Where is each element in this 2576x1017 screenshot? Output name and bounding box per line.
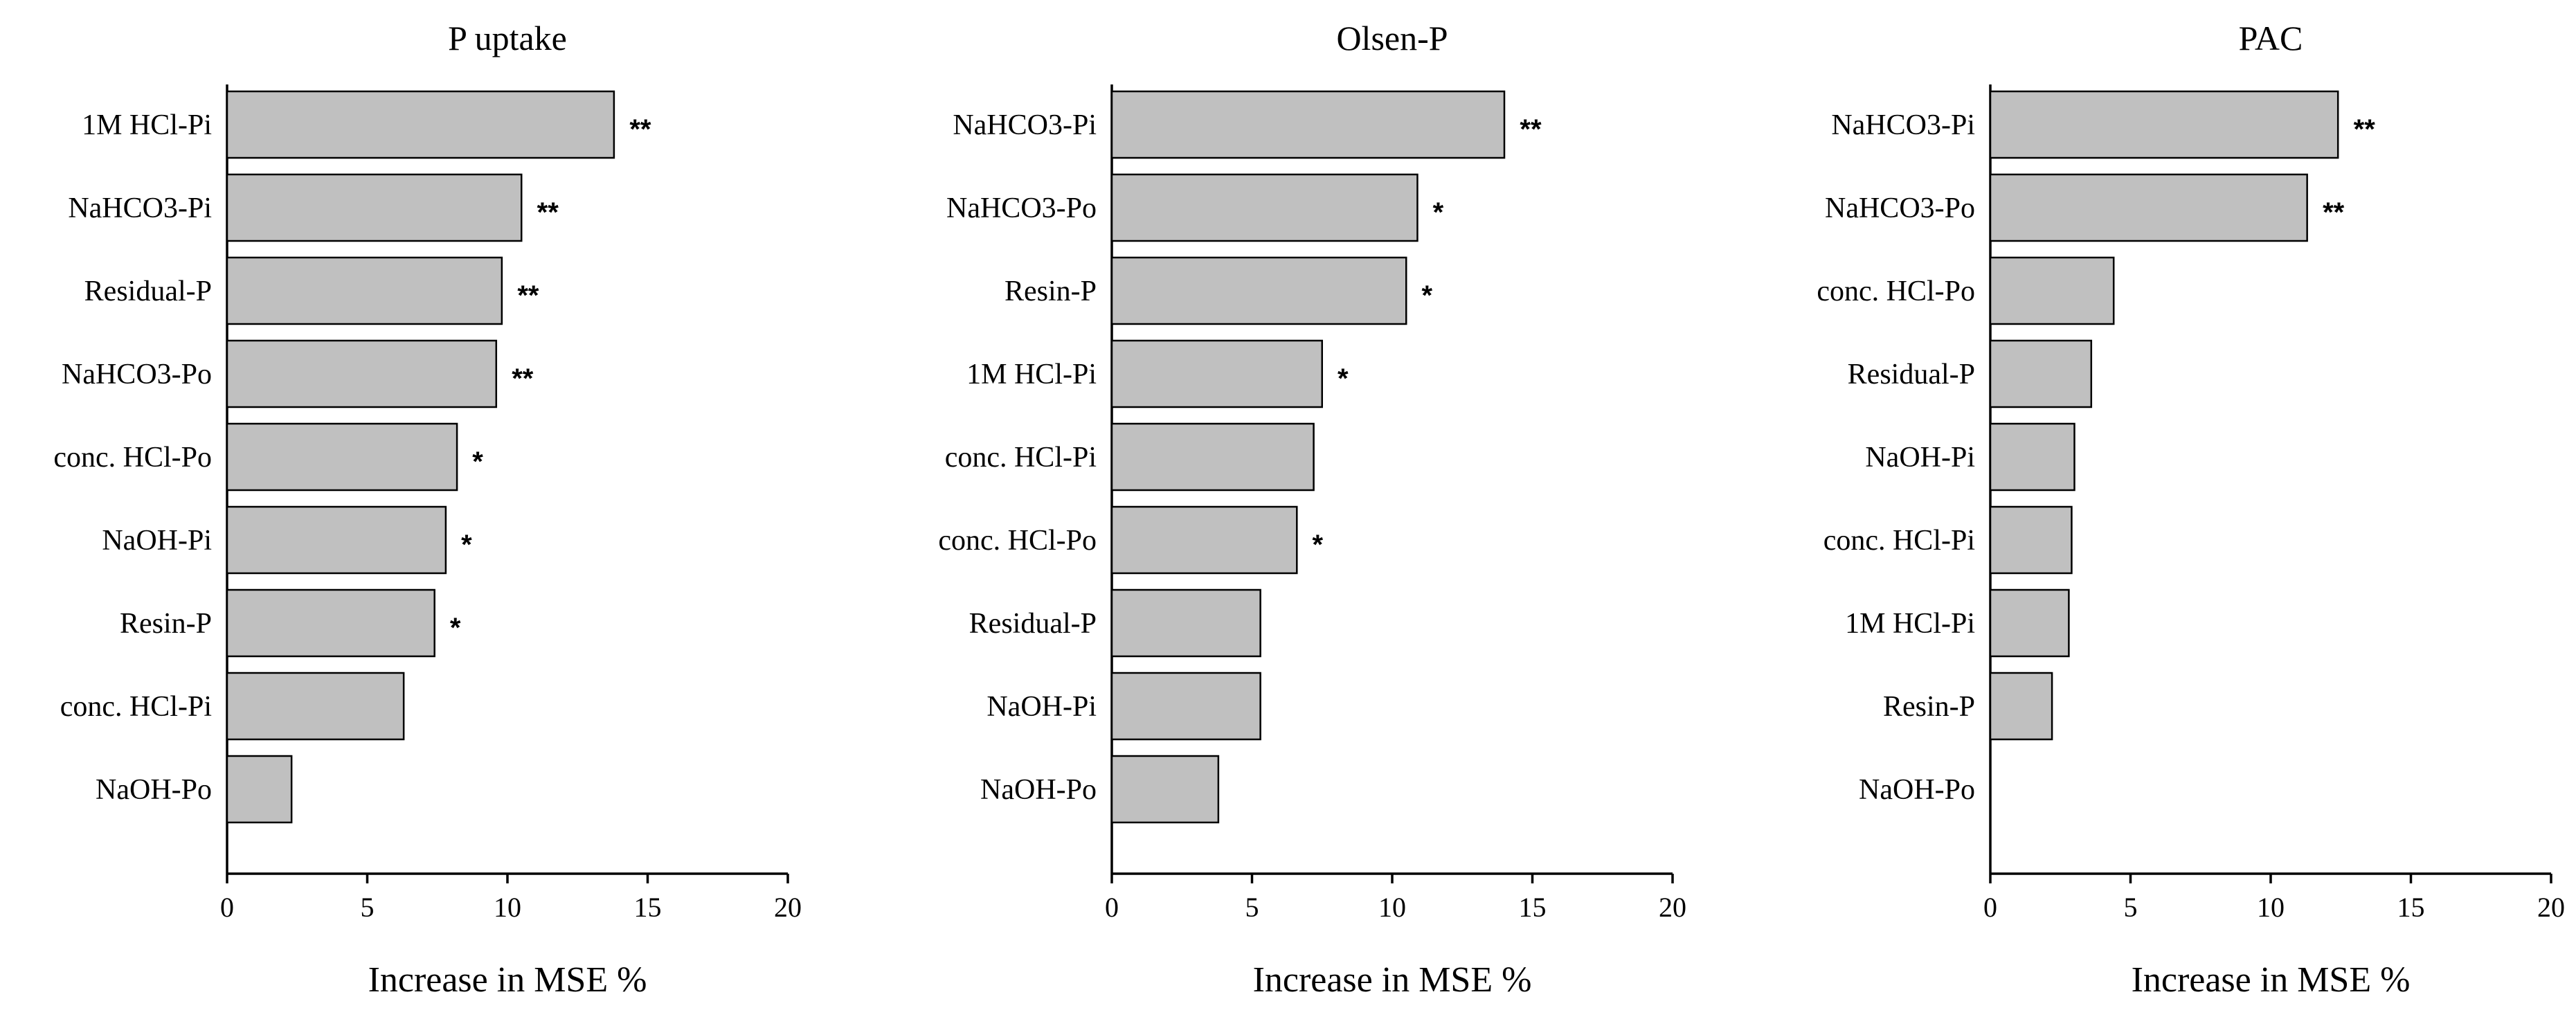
bar bbox=[1989, 256, 2115, 325]
bar bbox=[1989, 505, 2073, 575]
category-label: conc. HCl-Pi bbox=[1823, 525, 1975, 557]
x-tick-label: 15 bbox=[634, 892, 662, 923]
x-tick-label: 0 bbox=[1105, 892, 1119, 923]
x-tick-label: 0 bbox=[1983, 892, 1997, 923]
category-label: Resin-P bbox=[120, 608, 212, 640]
category-label: Residual-P bbox=[969, 608, 1097, 640]
category-label: conc. HCl-Po bbox=[53, 442, 212, 474]
category-label: conc. HCl-Po bbox=[938, 525, 1097, 557]
bar bbox=[226, 256, 503, 325]
bar bbox=[1110, 672, 1261, 741]
bar bbox=[1110, 90, 1506, 159]
x-tick-label: 0 bbox=[220, 892, 234, 923]
category-label: Residual-P bbox=[84, 276, 212, 307]
category-label: NaOH-Pi bbox=[1865, 442, 1975, 474]
category-label: Resin-P bbox=[1883, 691, 1975, 723]
bar bbox=[1110, 755, 1220, 824]
significance-mark: * bbox=[1421, 280, 1432, 311]
x-tick-label: 5 bbox=[1245, 892, 1259, 923]
bar bbox=[1989, 173, 2308, 242]
significance-mark: ** bbox=[537, 197, 559, 228]
significance-mark: ** bbox=[1520, 114, 1542, 145]
significance-mark: * bbox=[1433, 197, 1444, 228]
bar bbox=[1110, 339, 1323, 408]
category-label: NaOH-Pi bbox=[102, 525, 212, 557]
bar bbox=[226, 588, 435, 658]
panel-title: P uptake bbox=[448, 19, 567, 57]
significance-mark: ** bbox=[2323, 197, 2345, 228]
bar bbox=[1989, 422, 2075, 492]
significance-mark: ** bbox=[517, 280, 539, 311]
x-tick-label: 20 bbox=[774, 892, 802, 923]
category-label: NaHCO3-Po bbox=[1825, 192, 1975, 224]
x-tick-label: 10 bbox=[2257, 892, 2285, 923]
x-tick-label: 10 bbox=[494, 892, 521, 923]
x-tick-label: 5 bbox=[2124, 892, 2138, 923]
category-label: NaOH-Po bbox=[1859, 774, 1975, 806]
category-label: NaHCO3-Po bbox=[946, 192, 1097, 224]
panel-title: Olsen-P bbox=[1336, 19, 1448, 57]
bar bbox=[226, 173, 523, 242]
x-tick-label: 10 bbox=[1378, 892, 1406, 923]
x-axis-title: Increase in MSE % bbox=[1253, 960, 1532, 1000]
bar bbox=[1110, 588, 1261, 658]
bar bbox=[1989, 588, 2070, 658]
bar bbox=[1110, 173, 1418, 242]
panel-title: PAC bbox=[2239, 19, 2303, 57]
x-tick-label: 5 bbox=[361, 892, 375, 923]
category-label: 1M HCl-Pi bbox=[82, 109, 212, 141]
category-label: NaHCO3-Po bbox=[62, 359, 212, 390]
bar bbox=[1989, 672, 2053, 741]
bar bbox=[226, 422, 458, 492]
category-label: conc. HCl-Po bbox=[1817, 276, 1975, 307]
bar bbox=[1110, 256, 1407, 325]
significance-mark: * bbox=[1313, 530, 1324, 560]
category-label: 1M HCl-Pi bbox=[966, 359, 1097, 390]
significance-mark: ** bbox=[512, 363, 534, 394]
significance-mark: * bbox=[450, 613, 461, 643]
x-tick-label: 20 bbox=[1659, 892, 1686, 923]
category-label: 1M HCl-Pi bbox=[1845, 608, 1975, 640]
bar bbox=[1989, 90, 2339, 159]
bar bbox=[226, 755, 293, 824]
x-axis-title: Increase in MSE % bbox=[368, 960, 647, 1000]
category-label: NaOH-Po bbox=[96, 774, 212, 806]
category-label: NaOH-Pi bbox=[987, 691, 1097, 723]
category-label: Resin-P bbox=[1005, 276, 1097, 307]
bar bbox=[226, 90, 615, 159]
bar bbox=[1110, 505, 1298, 575]
bar bbox=[226, 339, 498, 408]
significance-mark: * bbox=[461, 530, 472, 560]
x-tick-label: 15 bbox=[1519, 892, 1547, 923]
bar bbox=[1989, 339, 2093, 408]
category-label: NaHCO3-Pi bbox=[68, 192, 212, 224]
x-axis-title: Increase in MSE % bbox=[2132, 960, 2411, 1000]
x-tick-label: 20 bbox=[2537, 892, 2565, 923]
significance-mark: * bbox=[472, 447, 483, 477]
category-label: conc. HCl-Pi bbox=[60, 691, 212, 723]
bar bbox=[1110, 422, 1315, 492]
category-label: NaHCO3-Pi bbox=[953, 109, 1097, 141]
significance-mark: ** bbox=[2354, 114, 2376, 145]
category-label: conc. HCl-Pi bbox=[945, 442, 1097, 474]
significance-mark: ** bbox=[629, 114, 651, 145]
category-label: Residual-P bbox=[1848, 359, 1975, 390]
bar bbox=[226, 505, 447, 575]
significance-mark: * bbox=[1337, 363, 1349, 394]
category-label: NaOH-Po bbox=[980, 774, 1097, 806]
x-tick-label: 15 bbox=[2397, 892, 2425, 923]
bar bbox=[226, 672, 405, 741]
category-label: NaHCO3-Pi bbox=[1831, 109, 1975, 141]
